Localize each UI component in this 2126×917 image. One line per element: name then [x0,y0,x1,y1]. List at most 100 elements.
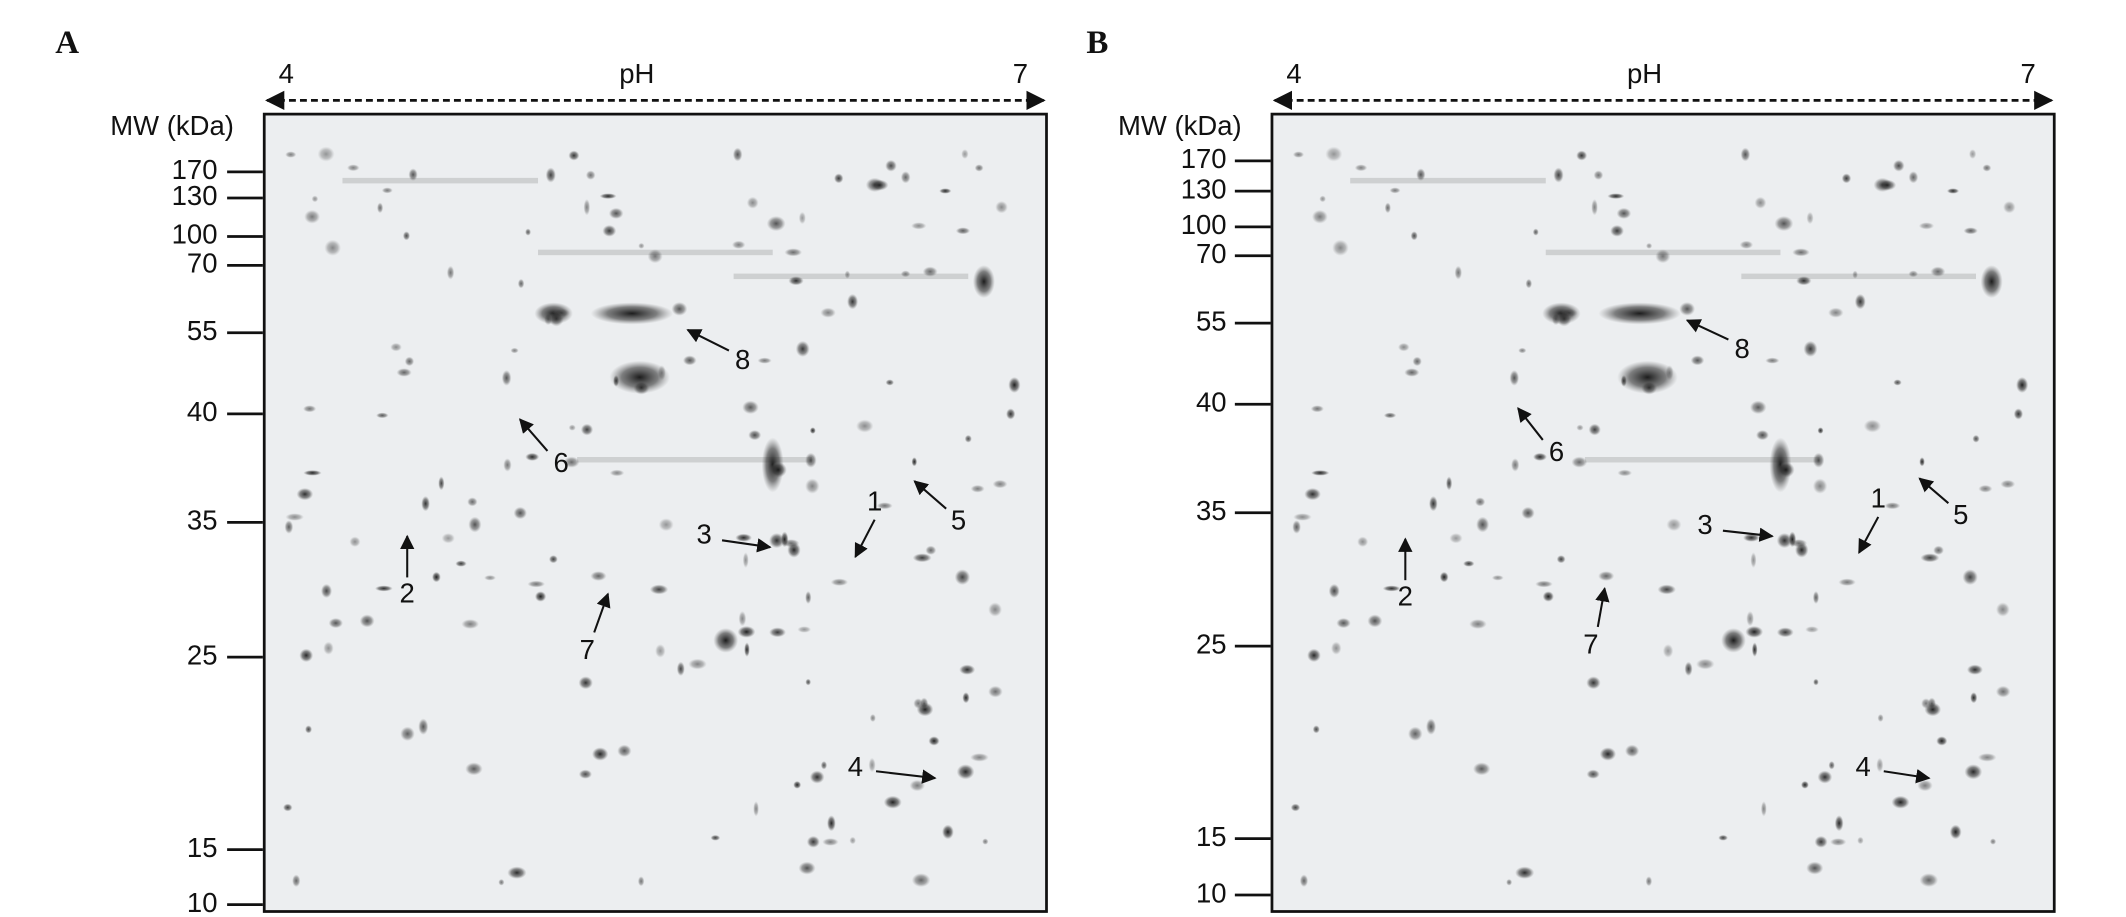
spot-label: 5 [951,505,966,536]
gel-spot [1449,533,1463,544]
gel-spot [805,678,812,686]
mw-tick-label: 25 [187,639,218,670]
spot-label: 4 [848,751,863,782]
gel-spot [501,370,512,386]
gel-spot [1754,196,1767,209]
gel-spot [1962,569,1978,586]
gel-spot [1788,531,1797,548]
gel-spot [955,227,971,235]
gel-spot [591,747,609,761]
spot-arrow [1517,407,1544,441]
gel-spot [1304,487,1321,501]
gel-spot [1571,456,1588,468]
gel-spot [900,171,911,184]
gel-spot [1416,168,1426,181]
spot-arrow [1858,516,1880,554]
gel-spot [525,228,532,236]
gel-spot [1908,270,1919,278]
gel-spot [1506,878,1513,886]
gel-spot [320,583,333,599]
gel-spot [305,725,313,734]
gel-spot [311,195,319,203]
gel-spot [1972,434,1980,443]
gel-spot [1008,376,1021,393]
gel-spot [1474,497,1486,507]
gel-spot [580,423,594,436]
gel-spot [798,861,816,875]
gel-spot [1863,419,1882,433]
gel-spot [324,239,341,256]
mw-tick-label: 100 [172,219,218,250]
gel-spot [995,200,1008,214]
gel-spot [885,379,894,386]
spot-arrow [519,418,549,452]
gel-spot [513,506,527,520]
gel-spot [1645,876,1653,887]
gel-streak [577,456,812,463]
gel-spot [1290,803,1301,812]
gel-spot [710,834,721,841]
gel-spot [1877,713,1884,723]
gel-spot [1930,266,1946,277]
gel-spot [1367,614,1383,628]
gel-spot [549,310,564,327]
gel-spot [805,590,812,604]
gel-spot [381,187,393,194]
gel-spot [1749,400,1767,415]
mw-tick-label: 10 [187,887,218,917]
gel-spot [1968,149,1977,159]
gel-spot [590,571,607,581]
mw-title: MW (kDa) [110,110,234,141]
gel-spot [1532,228,1539,236]
gel-spot [1598,571,1615,581]
gel-spot [844,270,851,279]
gel-spot [1312,725,1320,734]
gel-spot [1328,583,1340,599]
gel-spot [1841,173,1852,184]
gel-spot [1591,198,1598,216]
mw-tick-label: 15 [187,832,218,863]
gel-spot [1382,585,1401,592]
gel-spot [956,764,975,780]
gel-spot [988,602,1003,617]
gel-spot [1739,240,1754,249]
gel-spot [970,484,985,493]
gel-spot [769,462,787,478]
gel-spot [1876,757,1884,773]
gel-spot [1469,619,1487,629]
gel-spot [833,173,844,184]
gel-spot [431,571,441,583]
gel-spot [1963,227,1978,235]
spot-arrow [686,329,730,352]
gel-spot [507,866,527,879]
gel-spot [1755,429,1769,441]
gel-spot [1927,697,1937,710]
gel-spot [1936,736,1948,746]
gel-spot [390,342,402,352]
spot-label: 3 [1697,509,1712,540]
gel-spot [1332,239,1349,256]
gel-spot [1525,278,1533,289]
gel-spot [1828,761,1835,770]
gel-spot [748,429,762,441]
gel-spot [563,456,580,468]
gel-spot [609,360,670,394]
gel-spot [1946,188,1960,194]
gel-spot [1620,374,1627,387]
gel-spot [805,478,820,494]
gel-spot [988,685,1003,698]
spot-label: 7 [580,634,595,665]
gel-spot [753,801,759,817]
gel-spot [1425,718,1437,735]
gel [262,112,1048,913]
gel-spot [517,278,525,289]
gel-spot [359,614,375,628]
gel-spot [1982,164,1992,172]
gel-spot [649,584,669,595]
gel-spot [2016,376,2029,393]
gel-spot [911,873,931,888]
ph-title: pH [1627,58,1662,89]
spot-arrow [721,538,772,553]
gel-spot [617,744,632,758]
gel-spot [1740,147,1751,162]
